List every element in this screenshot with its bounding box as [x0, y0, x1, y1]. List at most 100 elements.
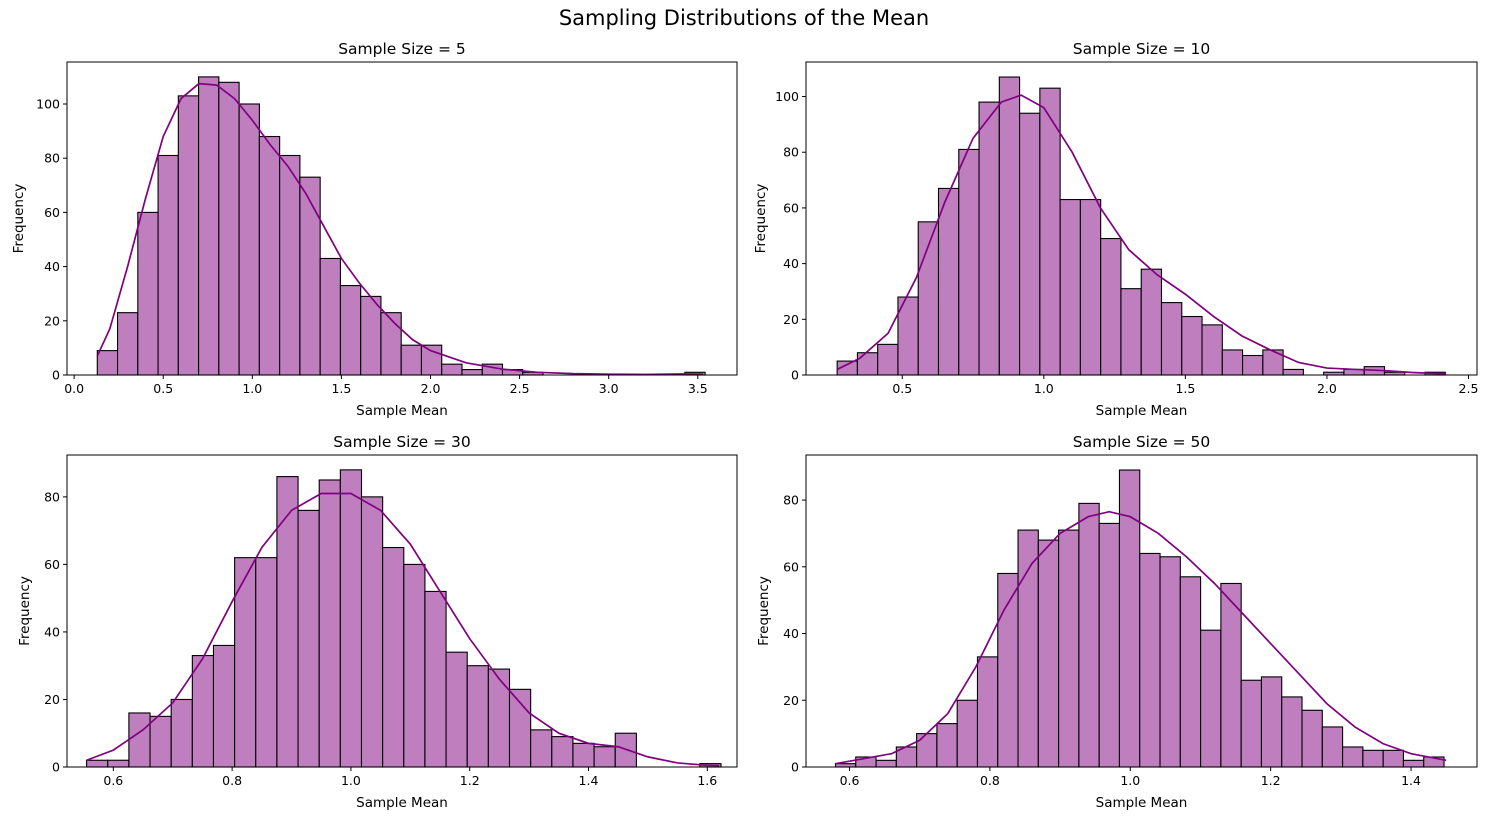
histogram-bar — [1179, 576, 1202, 768]
histogram-bar — [1078, 502, 1100, 768]
histogram-bar — [96, 350, 119, 376]
histogram-bars — [86, 469, 722, 768]
y-tick-label: 20 — [783, 693, 799, 708]
histogram-bar — [956, 699, 979, 768]
y-axis-label: Frequency — [17, 576, 33, 646]
histogram-bar — [318, 479, 341, 768]
x-tick-label: 2.5 — [1459, 381, 1479, 396]
histogram-bar — [1242, 354, 1264, 376]
histogram-bar — [856, 352, 879, 376]
histogram-bars — [836, 76, 1446, 376]
x-tick-label: 2.5 — [510, 381, 530, 396]
histogram-bar — [234, 557, 257, 768]
histogram-bar — [916, 733, 938, 768]
histogram-bar — [403, 563, 426, 768]
subplot-sample-size-5: 0.0 0.5 1.0 1.5 2.0 2.5 3.0 3.5 0 20 40 60 80 100 Samp… — [11, 40, 738, 419]
histogram-bar — [149, 715, 172, 768]
kde-curve — [836, 94, 1446, 375]
y-axis-label: Frequency — [753, 184, 769, 254]
histogram-bar — [1160, 302, 1183, 376]
y-tick-label: 20 — [44, 313, 60, 328]
y-tick-label: 20 — [783, 312, 799, 327]
histogram-bar — [1039, 87, 1061, 376]
histogram-bar — [572, 742, 595, 768]
histogram-bars — [96, 76, 706, 376]
histogram-bar — [1402, 759, 1425, 768]
kde-curve — [96, 82, 704, 376]
histogram-bar — [958, 148, 980, 376]
subplot-title: Sample Size = 5 — [338, 40, 466, 58]
x-tick-label: 0.6 — [103, 773, 123, 788]
histogram-bar — [339, 285, 362, 376]
x-tick-label: 1.2 — [460, 773, 480, 788]
histogram-bar — [1181, 315, 1203, 376]
histogram-bar — [1342, 746, 1364, 768]
histogram-bar — [1139, 552, 1161, 768]
subplot-sample-size-30: 0.6 0.8 1.0 1.2 1.4 1.6 0 20 40 60 80 Sample Size =… — [17, 433, 738, 811]
x-tick-label: 1.0 — [1034, 381, 1054, 396]
histogram-bar — [998, 76, 1021, 376]
axes-frame — [805, 61, 1478, 376]
x-tick-label: 0.0 — [64, 381, 84, 396]
y-tick-label: 100 — [36, 97, 60, 112]
histogram-bar — [466, 665, 489, 768]
histogram-bar — [1059, 199, 1081, 376]
x-tick-label: 1.5 — [1175, 381, 1195, 396]
histogram-bar — [1017, 529, 1039, 768]
y-tick-label: 60 — [783, 559, 799, 574]
y-tick-label: 40 — [44, 259, 60, 274]
x-tick-label: 2.0 — [1317, 381, 1337, 396]
y-tick-label: 80 — [44, 151, 60, 166]
histogram-bar — [360, 295, 382, 376]
x-tick-label: 1.0 — [242, 381, 262, 396]
y-tick-label: 100 — [775, 89, 799, 104]
histogram-bar — [1382, 749, 1404, 768]
y-tick-label: 0 — [791, 368, 799, 383]
x-axis-label: Sample Mean — [1096, 795, 1188, 811]
x-tick-label: 3.5 — [688, 381, 708, 396]
histogram-bar — [107, 759, 130, 768]
x-tick-label: 3.0 — [599, 381, 619, 396]
histogram-bar — [877, 343, 899, 376]
histogram-bar — [198, 76, 220, 376]
histogram-bar — [1321, 726, 1344, 768]
histogram-bar — [551, 736, 574, 768]
y-tick-label: 60 — [44, 205, 60, 220]
histogram-bar — [487, 668, 511, 768]
histogram-bar — [360, 496, 384, 768]
y-tick-label: 60 — [44, 557, 60, 572]
y-tick-label: 60 — [783, 200, 799, 215]
histogram-bar — [339, 469, 363, 768]
histogram-bar — [1058, 529, 1080, 768]
histogram-bar — [1079, 199, 1102, 376]
histogram-bar — [461, 369, 483, 376]
x-tick-label: 1.6 — [697, 773, 717, 788]
x-tick-label: 0.5 — [892, 381, 912, 396]
y-tick-label: 80 — [44, 489, 60, 504]
histogram-bar — [1098, 522, 1121, 768]
y-tick-label: 0 — [791, 760, 799, 775]
histogram-bars — [834, 469, 1445, 768]
histogram-bar — [1220, 582, 1242, 768]
x-axis-label: Sample Mean — [1096, 403, 1188, 419]
histogram-bar — [1221, 349, 1244, 376]
kde-curve — [835, 510, 1447, 765]
subplot-title: Sample Size = 50 — [1073, 433, 1210, 451]
y-tick-label: 80 — [783, 493, 799, 508]
x-tick-label: 1.0 — [341, 773, 361, 788]
histogram-bar — [1201, 324, 1223, 376]
kde-curve — [86, 492, 720, 767]
histogram-bar — [255, 557, 278, 768]
histogram-bar — [218, 81, 240, 376]
histogram-bar — [128, 712, 151, 768]
histogram-bar — [400, 344, 423, 376]
x-tick-label: 2.0 — [421, 381, 441, 396]
histogram-bar — [380, 312, 402, 376]
histogram-bar — [1159, 556, 1181, 768]
y-tick-label: 40 — [783, 256, 799, 271]
histogram-bar — [875, 759, 897, 768]
histogram-bar — [445, 651, 468, 768]
histogram-bar — [978, 101, 1000, 376]
histogram-bar — [137, 211, 159, 376]
x-tick-label: 1.5 — [331, 381, 351, 396]
